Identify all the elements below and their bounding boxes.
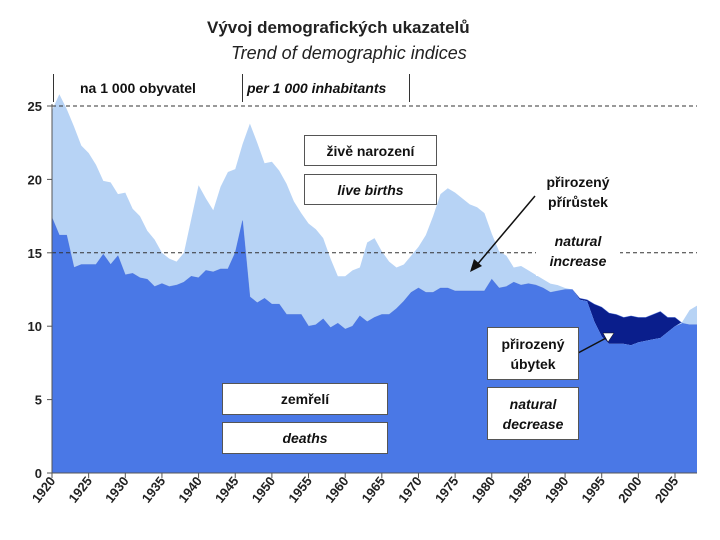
x-tick-label-2005: 2005 <box>652 474 682 506</box>
unit-label-en: per 1 000 inhabitants <box>247 80 387 96</box>
unit-box-en <box>241 74 410 102</box>
y-tick-label-5: 5 <box>35 393 42 408</box>
label-deaths-en: deaths <box>222 422 388 454</box>
x-tick-label-1975: 1975 <box>432 474 462 506</box>
label-natural-increase-en: natural increase <box>536 226 620 276</box>
label-natural-decrease-en-2: decrease <box>502 416 564 432</box>
x-tick-label-1960: 1960 <box>322 474 352 506</box>
x-tick-label-1950: 1950 <box>249 474 279 506</box>
chart-title: Vývoj demografických ukazatelů <box>207 18 470 37</box>
x-tick-label-1970: 1970 <box>395 474 425 506</box>
label-natural-increase-cz: přirozený přírůstek <box>536 166 620 222</box>
x-tick-label-1980: 1980 <box>469 474 499 506</box>
decrease-arrow-line <box>577 336 609 354</box>
unit-label-cz: na 1 000 obyvatel <box>80 80 196 96</box>
label-natural-increase-cz-2: přírůstek <box>548 194 608 210</box>
label-deaths-cz: zemřelí <box>222 383 388 415</box>
deaths-line <box>51 217 697 330</box>
label-natural-increase-cz-1: přirozený <box>546 174 610 190</box>
x-tick-label-1945: 1945 <box>212 474 242 506</box>
label-live-births-en: live births <box>304 174 437 205</box>
y-tick-label-25: 25 <box>28 99 42 114</box>
x-tick-label-1990: 1990 <box>542 474 572 506</box>
chart-title-block: Vývoj demografických ukazatelů Trend of … <box>0 0 720 70</box>
label-natural-decrease-cz-1: přirozený <box>501 336 565 352</box>
label-natural-decrease-cz: přirozený úbytek <box>487 327 579 380</box>
unit-box-cz <box>53 74 243 102</box>
label-live-births-cz: živě narození <box>304 135 437 166</box>
natural-decrease-area <box>52 217 697 346</box>
x-tick-label-1930: 1930 <box>102 474 132 506</box>
y-tick-label-20: 20 <box>28 172 42 187</box>
label-natural-decrease-en: natural decrease <box>487 387 579 440</box>
x-tick-label-1965: 1965 <box>359 474 389 506</box>
y-tick-label-15: 15 <box>28 246 42 261</box>
x-tick-label-1935: 1935 <box>139 474 169 506</box>
x-tick-label-1985: 1985 <box>505 474 535 506</box>
x-tick-label-1955: 1955 <box>285 474 315 506</box>
label-natural-decrease-en-1: natural <box>509 396 557 412</box>
x-tick-label-1940: 1940 <box>175 474 205 506</box>
chart-subtitle: Trend of demographic indices <box>231 43 467 63</box>
x-tick-label-1920: 1920 <box>29 474 59 506</box>
y-tick-label-10: 10 <box>28 319 42 334</box>
increase-arrow-line <box>475 195 536 267</box>
label-natural-increase-en-2: increase <box>549 253 607 269</box>
label-natural-decrease-cz-2: úbytek <box>510 356 556 372</box>
x-tick-label-1925: 1925 <box>65 474 95 506</box>
y-tick-label-0: 0 <box>35 466 42 481</box>
decrease-arrow-head <box>602 332 615 343</box>
x-tick-label-2000: 2000 <box>615 474 645 506</box>
label-natural-increase-en-1: natural <box>554 233 602 249</box>
increase-arrow-head <box>470 259 482 272</box>
x-tick-label-1995: 1995 <box>578 474 608 506</box>
